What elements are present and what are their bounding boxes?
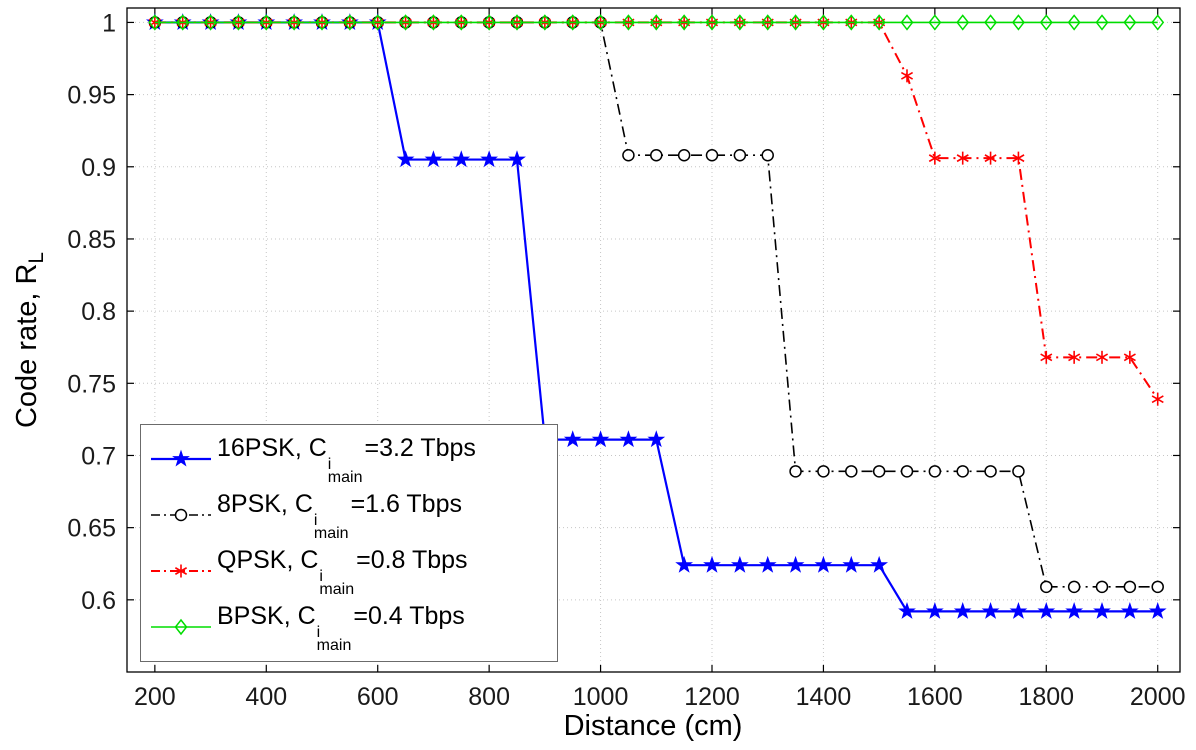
svg-text:1: 1 (102, 9, 116, 37)
series-qpsk-markers (148, 15, 1164, 406)
svg-text:0.8: 0.8 (81, 298, 116, 326)
svg-text:600: 600 (357, 683, 399, 711)
svg-text:1600: 1600 (907, 683, 963, 711)
svg-text:200: 200 (134, 683, 176, 711)
svg-text:0.75: 0.75 (67, 370, 116, 398)
legend-label-supsub: i main (327, 456, 363, 486)
y-axis-label-subscript: L (24, 251, 48, 264)
svg-text:2000: 2000 (1130, 683, 1186, 711)
series-bpsk-markers (148, 14, 1165, 31)
svg-text:800: 800 (468, 683, 510, 711)
svg-text:0.9: 0.9 (81, 154, 116, 182)
legend-line-sample-qpsk (151, 564, 211, 578)
series-qpsk (148, 15, 1164, 406)
svg-text:1000: 1000 (573, 683, 629, 711)
legend-label-supsub: i main (316, 624, 352, 654)
legend-label-supsub: i main (313, 512, 349, 542)
svg-text:0.6: 0.6 (81, 587, 116, 615)
legend-line-sample-bpsk (151, 618, 211, 636)
svg-text:0.85: 0.85 (67, 226, 116, 254)
svg-text:0.95: 0.95 (67, 82, 116, 110)
tick-labels: 200 400 600 800 1000 1200 1400 1600 1800 2000 0.6 0… (67, 9, 1185, 711)
svg-text:0.7: 0.7 (81, 442, 116, 470)
y-axis-label: Code rate, RL (11, 252, 49, 428)
series-bpsk (148, 14, 1165, 31)
y-axis-label-text: Code rate, R (11, 263, 44, 429)
svg-text:1800: 1800 (1018, 683, 1074, 711)
legend-line-sample-16psk (151, 449, 211, 467)
axes (126, 7, 1181, 673)
x-axis-label: Distance (cm) (563, 710, 743, 742)
svg-text:1200: 1200 (684, 683, 740, 711)
legend-line-sample-8psk (151, 508, 211, 522)
svg-text:0.65: 0.65 (67, 515, 116, 543)
legend-label-supsub: i main (319, 568, 355, 598)
svg-text:1400: 1400 (796, 683, 852, 711)
svg-text:400: 400 (245, 683, 287, 711)
grid-lines (127, 8, 1180, 672)
